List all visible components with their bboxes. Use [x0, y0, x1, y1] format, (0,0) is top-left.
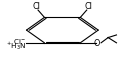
Text: $^{+}$H$_3$N: $^{+}$H$_3$N	[6, 39, 26, 51]
Text: Cl: Cl	[84, 1, 92, 10]
Text: Cl$^{-}$: Cl$^{-}$	[13, 37, 26, 46]
Text: Cl: Cl	[33, 1, 41, 10]
Text: O: O	[94, 39, 100, 47]
